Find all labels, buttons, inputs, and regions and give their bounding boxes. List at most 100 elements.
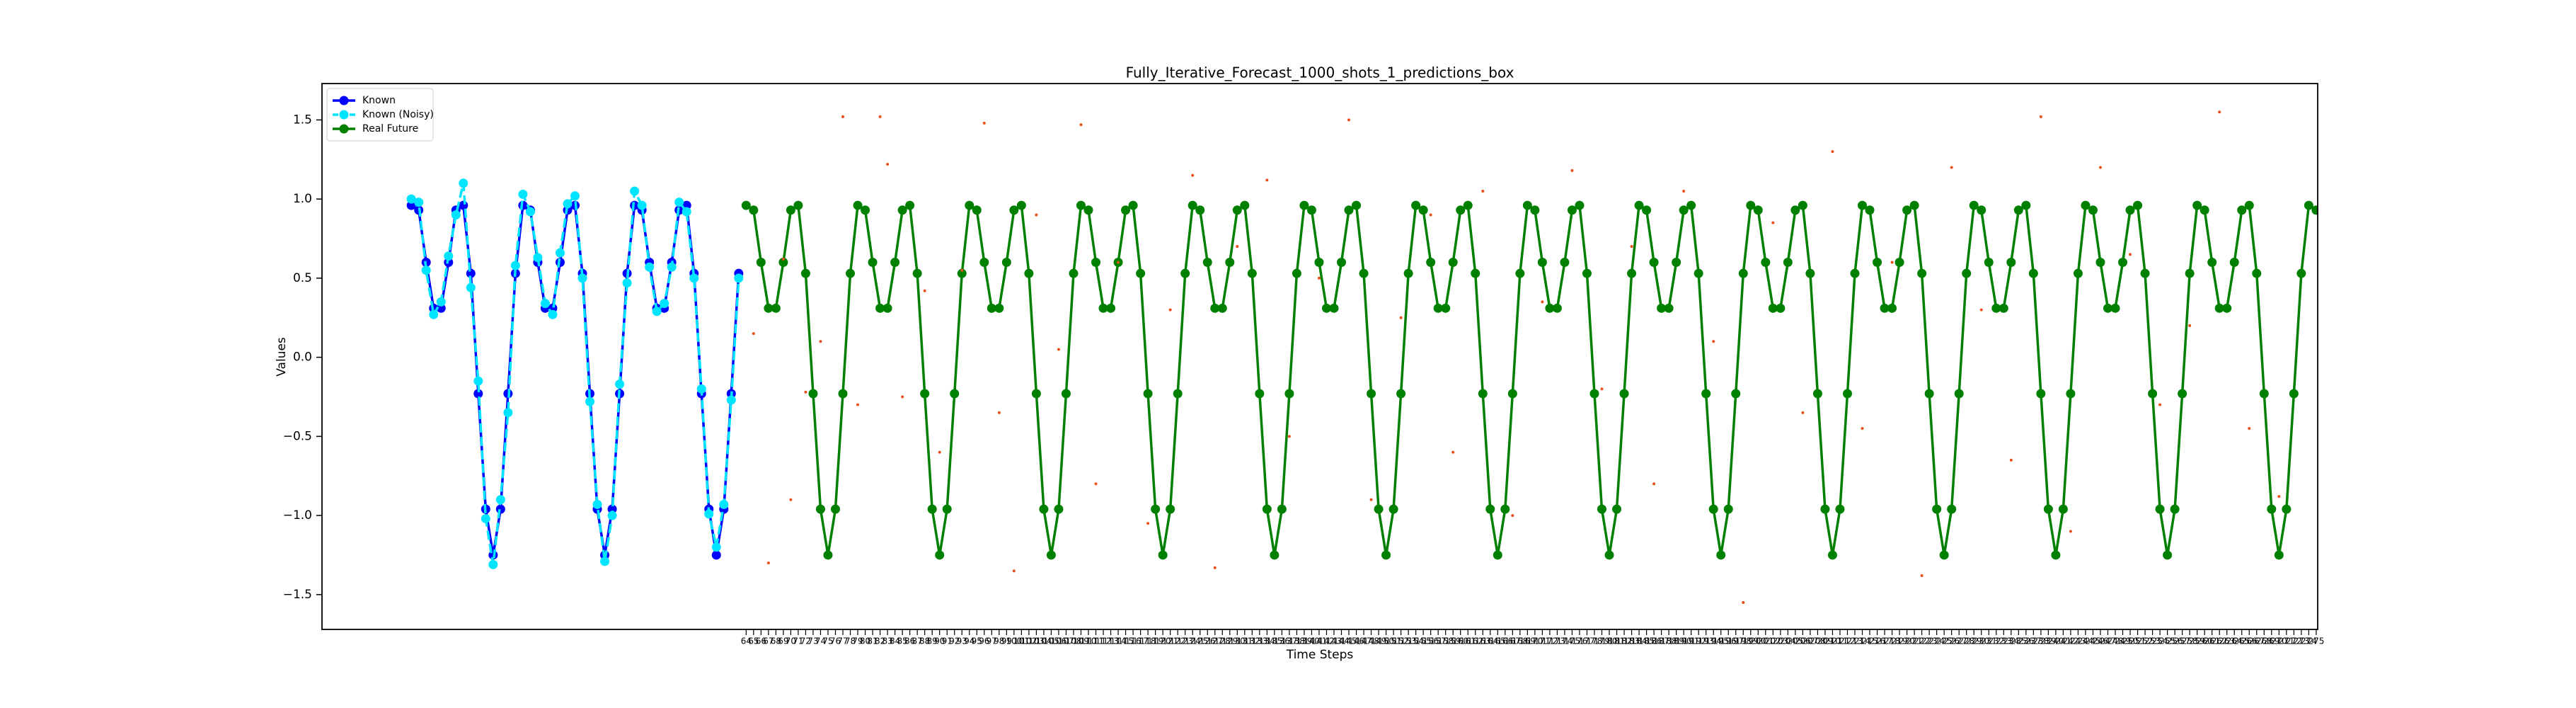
data-point — [2185, 268, 2195, 278]
x-tick-label: 198 — [1735, 636, 1752, 646]
data-point — [2051, 550, 2061, 560]
x-tick-label: 93 — [957, 636, 967, 646]
x-tick-label: 268 — [2256, 636, 2272, 646]
x-tick-label: 224 — [1928, 636, 1945, 646]
data-point — [1672, 258, 1681, 268]
x-tick-label: 267 — [2248, 636, 2265, 646]
y-tick-label: 1.5 — [293, 113, 312, 127]
x-tick-label: 121 — [1162, 636, 1178, 646]
x-tick-label: 96 — [979, 636, 989, 646]
data-point — [615, 379, 625, 389]
prediction-dot — [1920, 574, 1924, 578]
x-tick-label: 252 — [2137, 636, 2154, 646]
data-point — [1128, 200, 1138, 210]
data-point — [1679, 205, 1689, 215]
data-point — [622, 278, 632, 288]
data-point — [1842, 389, 1852, 399]
x-tick-label: 193 — [1698, 636, 1714, 646]
data-point — [1054, 504, 1064, 514]
x-tick-label: 239 — [2040, 636, 2057, 646]
prediction-dot — [1399, 316, 1403, 319]
x-tick-label: 253 — [2144, 636, 2161, 646]
data-point — [1232, 205, 1242, 215]
data-point — [771, 303, 781, 313]
data-point — [1270, 550, 1280, 560]
x-tick-label: 255 — [2159, 636, 2175, 646]
x-tick-label: 117 — [1132, 636, 1149, 646]
data-point — [1619, 389, 1629, 399]
data-point — [667, 262, 677, 272]
data-point — [2021, 200, 2031, 210]
data-point — [1158, 550, 1168, 560]
x-tick-label: 89 — [927, 636, 938, 646]
x-tick-label: 170 — [1526, 636, 1543, 646]
data-point — [473, 376, 483, 386]
x-tick-label: 225 — [1936, 636, 1953, 646]
x-tick-label: 218 — [1884, 636, 1900, 646]
x-tick-label: 261 — [2204, 636, 2220, 646]
data-point — [1820, 504, 1830, 514]
data-point — [1202, 258, 1212, 268]
data-point — [868, 258, 878, 268]
data-point — [2178, 389, 2187, 399]
data-point — [1418, 205, 1428, 215]
x-tick-label: 97 — [987, 636, 997, 646]
x-tick-label: 113 — [1103, 636, 1119, 646]
data-point — [1329, 303, 1339, 313]
data-point — [1411, 200, 1421, 210]
data-point — [979, 258, 989, 268]
data-point — [1493, 550, 1502, 560]
data-point — [1701, 389, 1711, 399]
x-tick-label: 177 — [1579, 636, 1595, 646]
x-tick-label: 151 — [1386, 636, 1402, 646]
data-point — [1887, 303, 1897, 313]
data-point — [1396, 389, 1406, 399]
x-tick-label: 132 — [1244, 636, 1260, 646]
x-tick-label: 245 — [2085, 636, 2101, 646]
data-point — [2304, 200, 2313, 210]
data-point — [1284, 389, 1294, 399]
data-point — [2155, 504, 2165, 514]
data-point — [1433, 303, 1443, 313]
x-tick-label: 258 — [2182, 636, 2198, 646]
prediction-dot — [1347, 118, 1351, 122]
x-tick-label: 190 — [1676, 636, 1692, 646]
prediction-dot — [1451, 450, 1455, 454]
prediction-dot — [1094, 482, 1098, 486]
prediction-dot — [1712, 340, 1715, 343]
prediction-dot — [1168, 308, 1172, 312]
x-tick-label: 79 — [852, 636, 863, 646]
x-tick-label: 142 — [1318, 636, 1335, 646]
data-point — [1507, 389, 1517, 399]
data-point — [630, 186, 640, 196]
data-point — [652, 307, 662, 316]
data-point — [1471, 268, 1480, 278]
data-point — [711, 542, 721, 552]
data-point — [1873, 258, 1882, 268]
x-tick-label: 204 — [1780, 636, 1796, 646]
data-point — [2043, 504, 2053, 514]
x-tick-label: 248 — [2108, 636, 2124, 646]
data-point — [2259, 389, 2269, 399]
data-point — [1306, 205, 1316, 215]
data-point — [1969, 200, 1979, 210]
x-tick-label: 232 — [1988, 636, 2004, 646]
data-point — [1195, 205, 1205, 215]
x-tick-label: 159 — [1445, 636, 1461, 646]
x-tick-label: 187 — [1653, 636, 1669, 646]
data-point — [2140, 268, 2150, 278]
x-tick-label: 109 — [1073, 636, 1089, 646]
data-point — [1894, 258, 1904, 268]
data-point — [1500, 504, 1510, 514]
x-tick-label: 180 — [1602, 636, 1618, 646]
data-point — [972, 205, 982, 215]
prediction-dot — [1287, 435, 1291, 438]
data-point — [2118, 258, 2128, 268]
x-tick-label: 164 — [1482, 636, 1498, 646]
data-point — [890, 258, 900, 268]
x-tick-label: 211 — [1832, 636, 1848, 646]
x-tick-label: 272 — [2286, 636, 2302, 646]
data-point — [1441, 303, 1451, 313]
prediction-dot — [789, 498, 793, 501]
